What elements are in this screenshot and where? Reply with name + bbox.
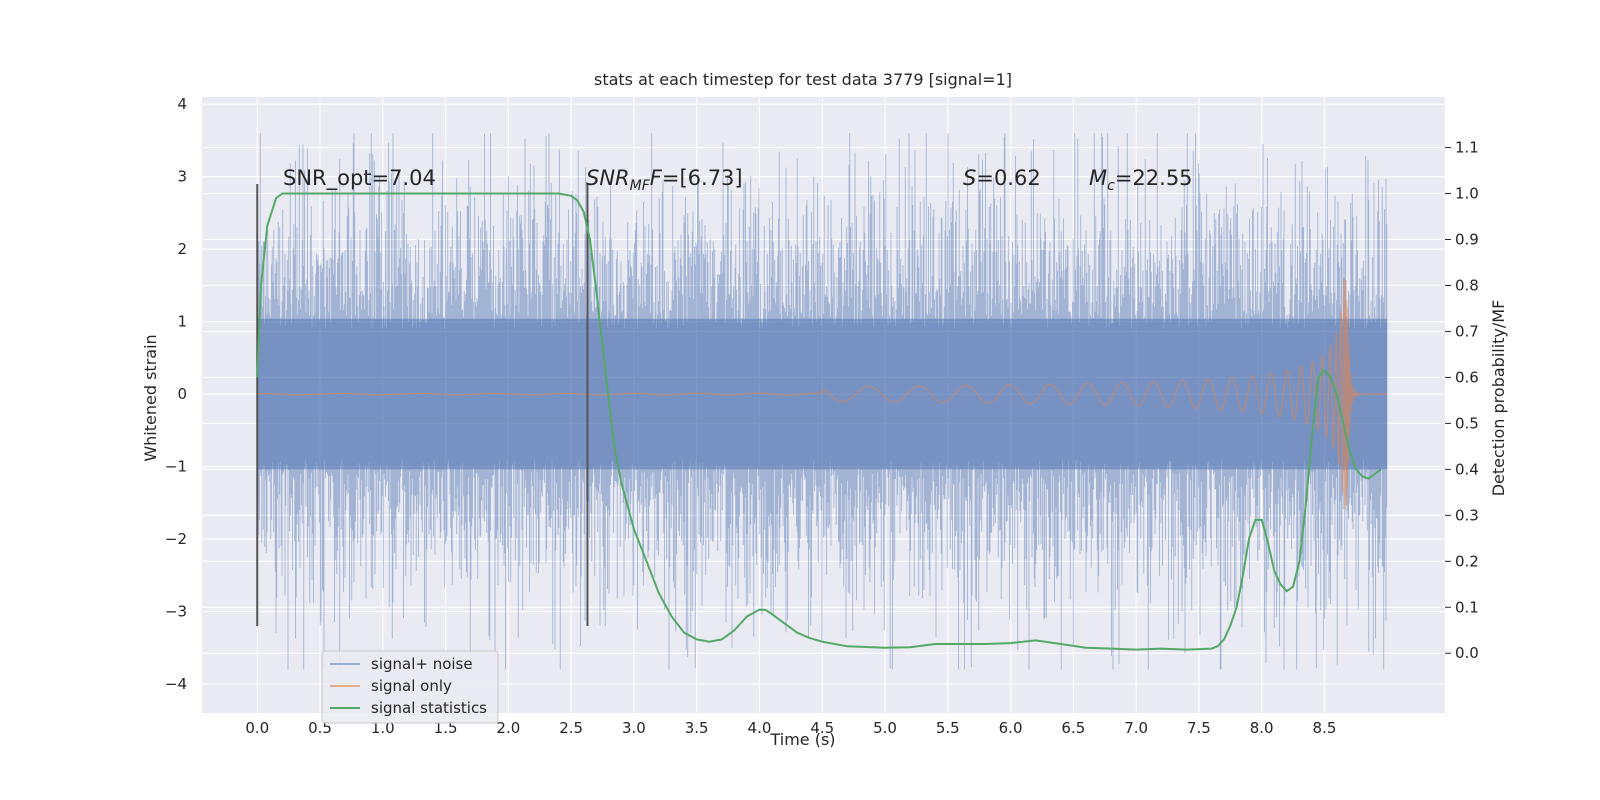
y-axis-label: Whitened strain <box>141 334 160 461</box>
y-tick-label: 2 <box>177 240 187 258</box>
tick-labels: 0.0 0.5 1.0 1.5 2.0 2.5 3.0 3.5 4.0 4.5 5.0 5.5 6.0 6… <box>165 95 1479 737</box>
y-right-tick-label: 0.2 <box>1455 552 1479 570</box>
y-tick-label: −3 <box>165 603 187 621</box>
y-right-tick-label: 0.6 <box>1455 368 1479 386</box>
x-tick-label: 5.0 <box>873 719 897 737</box>
mc-annotation: Mc=22.55 <box>1089 166 1193 194</box>
marker-lines <box>256 183 589 627</box>
y-tick-label: 4 <box>177 95 187 113</box>
s-annotation: S=0.62 <box>963 166 1041 190</box>
x-tick-label: 3.0 <box>622 719 646 737</box>
x-tick-label: 0.0 <box>245 719 269 737</box>
noise-core <box>257 318 1388 470</box>
x-axis-label: Time (s) <box>769 730 835 749</box>
legend-label-signal: signal only <box>371 677 452 695</box>
y-right-tick-label: 0.9 <box>1455 231 1479 249</box>
y-right-tick-label: 0.0 <box>1455 644 1479 662</box>
y-right-tick-label: 0.4 <box>1455 460 1479 478</box>
annotations: SNR_opt=7.04 SNRMFF=[6.73] S=0.62 Mc=22.… <box>283 166 1193 194</box>
snr-mf-annotation: SNRMFF=[6.73] <box>586 166 743 194</box>
x-tick-label: 5.5 <box>936 719 960 737</box>
legend: signal+ noise signal only signal statist… <box>321 650 499 724</box>
x-tick-label: 4.0 <box>748 719 772 737</box>
legend-box <box>321 650 499 724</box>
legend-label-noise: signal+ noise <box>371 655 473 673</box>
x-tick-label: 3.5 <box>685 719 709 737</box>
signal-statistics-series <box>256 192 1382 651</box>
y-tick-label: −4 <box>165 675 187 693</box>
y-tick-label: −1 <box>165 458 187 476</box>
x-tick-label: 2.0 <box>496 719 520 737</box>
y-right-tick-label: 0.7 <box>1455 322 1479 340</box>
y-axis-label-right: Detection probability/MF <box>1489 300 1508 497</box>
x-tick-label: 7.5 <box>1187 719 1211 737</box>
x-tick-label: 8.0 <box>1250 719 1274 737</box>
legend-label-stats: signal statistics <box>371 699 487 717</box>
signal-trace <box>257 278 1388 510</box>
y-tick-label: 0 <box>177 385 187 403</box>
y-right-tick-label: 1.1 <box>1455 139 1479 157</box>
y-tick-label: 1 <box>177 313 187 331</box>
x-tick-label: 6.5 <box>1061 719 1085 737</box>
y-right-tick-label: 0.1 <box>1455 598 1479 616</box>
x-tick-label: 8.5 <box>1313 719 1337 737</box>
x-tick-label: 7.0 <box>1124 719 1148 737</box>
statistics-line <box>256 192 1382 651</box>
x-tick-label: 4.5 <box>810 719 834 737</box>
y-right-tick-label: 1.0 <box>1455 185 1479 203</box>
x-tick-label: 2.5 <box>559 719 583 737</box>
y-tick-label: −2 <box>165 530 187 548</box>
y-right-tick-label: 0.8 <box>1455 276 1479 294</box>
y-tick-label: 3 <box>177 168 187 186</box>
y-right-tick-label: 0.3 <box>1455 506 1479 524</box>
x-tick-label: 6.0 <box>999 719 1023 737</box>
chart-title: stats at each timestep for test data 377… <box>594 70 1012 89</box>
y-right-tick-label: 0.5 <box>1455 414 1479 432</box>
signal-only-series <box>257 278 1388 510</box>
snr-opt-annotation: SNR_opt=7.04 <box>283 166 436 191</box>
